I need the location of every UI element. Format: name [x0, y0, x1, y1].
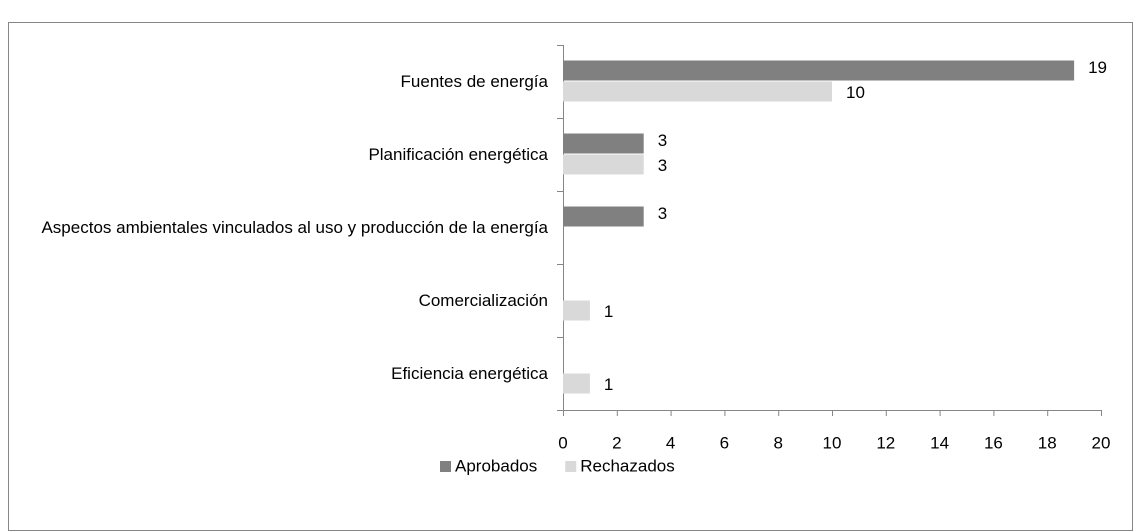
category-label: Fuentes de energía [400, 71, 548, 91]
x-tick-label: 18 [1038, 433, 1057, 452]
chart-frame [8, 22, 1133, 531]
x-tick-label: 14 [930, 433, 949, 452]
value-label: 3 [658, 131, 667, 150]
legend-swatch [565, 461, 577, 472]
x-tick-label: 20 [1092, 433, 1111, 452]
value-label: 1 [604, 375, 613, 394]
bar [563, 373, 590, 394]
bar [563, 206, 644, 227]
bar [563, 154, 644, 175]
category-label: Comercialización [418, 290, 548, 310]
x-tick-label: 16 [984, 433, 1003, 452]
legend-swatch [440, 461, 451, 472]
x-tick-label: 6 [720, 433, 729, 452]
x-tick-label: 8 [773, 433, 782, 452]
bar [563, 300, 590, 321]
category-label: Planificación energética [368, 144, 548, 164]
x-tick-label: 10 [823, 433, 842, 452]
x-tick-label: 2 [612, 433, 621, 452]
bar [563, 60, 1075, 81]
value-label: 3 [658, 204, 667, 223]
value-label: 10 [846, 83, 865, 102]
bar [563, 133, 644, 154]
legend-label: Rechazados [580, 456, 675, 475]
x-tick-label: 12 [876, 433, 895, 452]
category-label: Aspectos ambientales vinculados al uso y… [41, 217, 548, 237]
category-label: Eficiencia energética [391, 363, 548, 383]
x-tick-label: 4 [666, 433, 675, 452]
x-tick-label: 0 [558, 433, 567, 452]
value-label: 1 [604, 302, 613, 321]
legend-label: Aprobados [455, 456, 537, 475]
bar [563, 81, 832, 102]
value-label: 19 [1088, 58, 1107, 77]
value-label: 3 [658, 156, 667, 175]
